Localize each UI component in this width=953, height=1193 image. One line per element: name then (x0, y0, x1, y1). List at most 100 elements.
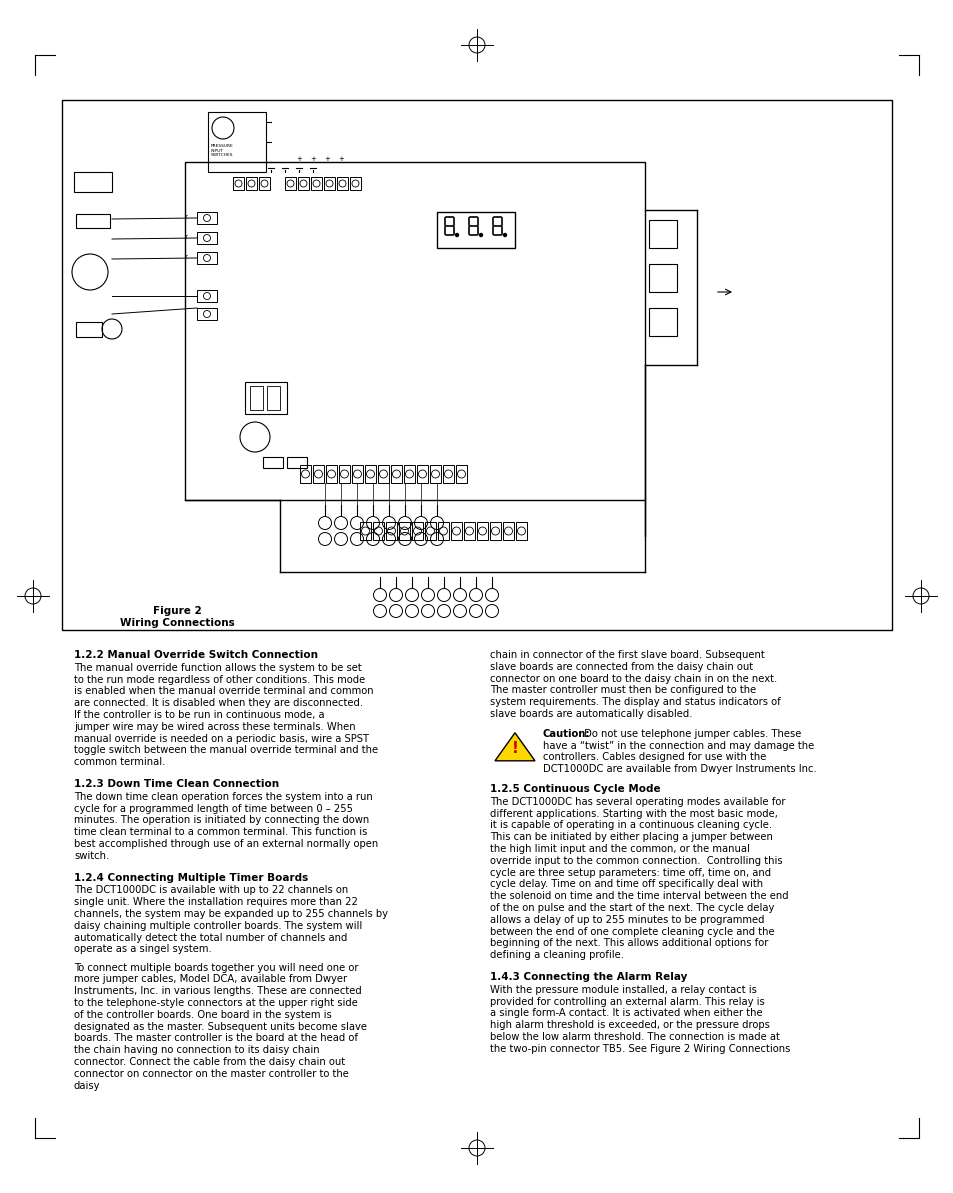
Text: The DCT1000DC is available with up to 22 channels on: The DCT1000DC is available with up to 22… (74, 885, 348, 896)
Bar (324, 177, 335, 190)
Text: channels, the system may be expanded up to 255 channels by: channels, the system may be expanded up … (74, 909, 388, 919)
Bar (245, 382, 287, 414)
Text: boards. The master controller is the board at the head of: boards. The master controller is the boa… (74, 1033, 357, 1044)
Bar (476, 523, 488, 540)
Bar (398, 523, 410, 540)
Polygon shape (495, 733, 535, 761)
Bar (648, 220, 677, 248)
Bar (208, 112, 266, 172)
Bar (267, 387, 280, 410)
Text: common terminal.: common terminal. (74, 758, 165, 767)
Bar (430, 465, 440, 483)
Bar (285, 177, 295, 190)
Text: more jumper cables, Model DCA, available from Dwyer: more jumper cables, Model DCA, available… (74, 975, 347, 984)
Text: slave boards are connected from the daisy chain out: slave boards are connected from the dais… (490, 662, 752, 672)
Bar (424, 523, 436, 540)
Text: manual override is needed on a periodic basis, wire a SPST: manual override is needed on a periodic … (74, 734, 369, 743)
Text: The manual override function allows the system to be set: The manual override function allows the … (74, 663, 361, 673)
Text: are connected. It is disabled when they are disconnected.: are connected. It is disabled when they … (74, 698, 363, 709)
Bar (196, 308, 216, 320)
Bar (442, 465, 454, 483)
Text: the chain having no connection to its daisy chain: the chain having no connection to its da… (74, 1045, 319, 1056)
Bar (185, 162, 644, 500)
Text: +: + (324, 156, 330, 162)
Text: the two-pin connector TB5. See Figure 2 Wiring Connections: the two-pin connector TB5. See Figure 2 … (490, 1044, 789, 1053)
Text: The master controller must then be configured to the: The master controller must then be confi… (490, 686, 756, 696)
Text: to the telephone-style connectors at the upper right side: to the telephone-style connectors at the… (74, 999, 357, 1008)
Bar (246, 177, 256, 190)
Bar (403, 465, 415, 483)
Bar (463, 523, 475, 540)
Text: is enabled when the manual override terminal and common: is enabled when the manual override term… (74, 686, 374, 697)
Text: Instruments, Inc. in various lengths. These are connected: Instruments, Inc. in various lengths. Th… (74, 987, 361, 996)
Text: The DCT1000DC has several operating modes available for: The DCT1000DC has several operating mode… (490, 797, 784, 806)
Text: 1.2.4 Connecting Multiple Timer Boards: 1.2.4 Connecting Multiple Timer Boards (74, 872, 308, 883)
Bar (313, 465, 324, 483)
Bar (416, 465, 428, 483)
Bar (338, 465, 350, 483)
Bar (196, 231, 216, 245)
Text: 1.2.3 Down Time Clean Connection: 1.2.3 Down Time Clean Connection (74, 779, 279, 789)
Text: +: + (337, 156, 344, 162)
Bar (326, 465, 336, 483)
Text: system requirements. The display and status indicators of: system requirements. The display and sta… (490, 697, 780, 707)
Text: With the pressure module installed, a relay contact is: With the pressure module installed, a re… (490, 984, 756, 995)
Text: connector on one board to the daisy chain in on the next.: connector on one board to the daisy chai… (490, 674, 777, 684)
Bar (76, 214, 110, 228)
Circle shape (503, 234, 506, 236)
Text: +: + (310, 156, 315, 162)
Text: chain in connector of the first slave board. Subsequent: chain in connector of the first slave bo… (490, 650, 764, 660)
Text: Wiring Connections: Wiring Connections (119, 618, 234, 628)
Text: T: T (184, 215, 187, 220)
Bar (74, 172, 112, 192)
Text: defining a cleaning profile.: defining a cleaning profile. (490, 950, 623, 960)
Bar (648, 264, 677, 292)
Bar (412, 523, 422, 540)
Text: cycle are three setup parameters: time off, time on, and: cycle are three setup parameters: time o… (490, 867, 770, 878)
Bar (456, 465, 467, 483)
Text: allows a delay of up to 255 minutes to be programmed: allows a delay of up to 255 minutes to b… (490, 915, 763, 925)
Text: best accomplished through use of an external normally open: best accomplished through use of an exte… (74, 839, 377, 849)
Bar (233, 177, 244, 190)
Text: designated as the master. Subsequent units become slave: designated as the master. Subsequent uni… (74, 1021, 367, 1032)
Bar (377, 465, 389, 483)
Text: daisy: daisy (74, 1081, 100, 1090)
Text: +: + (295, 156, 301, 162)
Text: cycle for a programmed length of time between 0 – 255: cycle for a programmed length of time be… (74, 804, 353, 814)
Text: cycle delay. Time on and time off specifically deal with: cycle delay. Time on and time off specif… (490, 879, 762, 890)
Text: !: ! (511, 741, 517, 756)
Bar (76, 322, 102, 336)
Text: controllers. Cables designed for use with the: controllers. Cables designed for use wit… (542, 753, 765, 762)
Bar (502, 523, 514, 540)
Text: different applications. Starting with the most basic mode,: different applications. Starting with th… (490, 809, 777, 818)
Text: the solenoid on time and the time interval between the end: the solenoid on time and the time interv… (490, 891, 788, 901)
Circle shape (455, 234, 458, 236)
Bar (365, 465, 375, 483)
Bar (263, 457, 283, 468)
Text: single unit. Where the installation requires more than 22: single unit. Where the installation requ… (74, 897, 357, 907)
Bar (258, 177, 270, 190)
Bar (373, 523, 384, 540)
Text: beginning of the next. This allows additional options for: beginning of the next. This allows addit… (490, 939, 767, 948)
Bar (516, 523, 526, 540)
Bar (311, 177, 322, 190)
Bar (250, 387, 263, 410)
Text: T: T (184, 255, 187, 260)
Bar (62, 100, 891, 630)
Text: to the run mode regardless of other conditions. This mode: to the run mode regardless of other cond… (74, 674, 365, 685)
Text: DCT1000DC are available from Dwyer Instruments Inc.: DCT1000DC are available from Dwyer Instr… (542, 765, 816, 774)
Text: automatically detect the total number of channels and: automatically detect the total number of… (74, 933, 347, 942)
Bar (350, 177, 360, 190)
Bar (336, 177, 348, 190)
Text: time clean terminal to a common terminal. This function is: time clean terminal to a common terminal… (74, 827, 367, 837)
Text: daisy chaining multiple controller boards. The system will: daisy chaining multiple controller board… (74, 921, 362, 931)
Text: Do not use telephone jumper cables. These: Do not use telephone jumper cables. Thes… (580, 729, 801, 738)
Bar (297, 177, 309, 190)
Text: the high limit input and the common, or the manual: the high limit input and the common, or … (490, 843, 749, 854)
Text: 1.2.5 Continuous Cycle Mode: 1.2.5 Continuous Cycle Mode (490, 784, 659, 795)
Bar (299, 465, 311, 483)
Text: The down time clean operation forces the system into a run: The down time clean operation forces the… (74, 792, 373, 802)
Text: have a “twist” in the connection and may damage the: have a “twist” in the connection and may… (542, 741, 814, 750)
Bar (359, 523, 371, 540)
Text: override input to the common connection.  Controlling this: override input to the common connection.… (490, 855, 781, 866)
